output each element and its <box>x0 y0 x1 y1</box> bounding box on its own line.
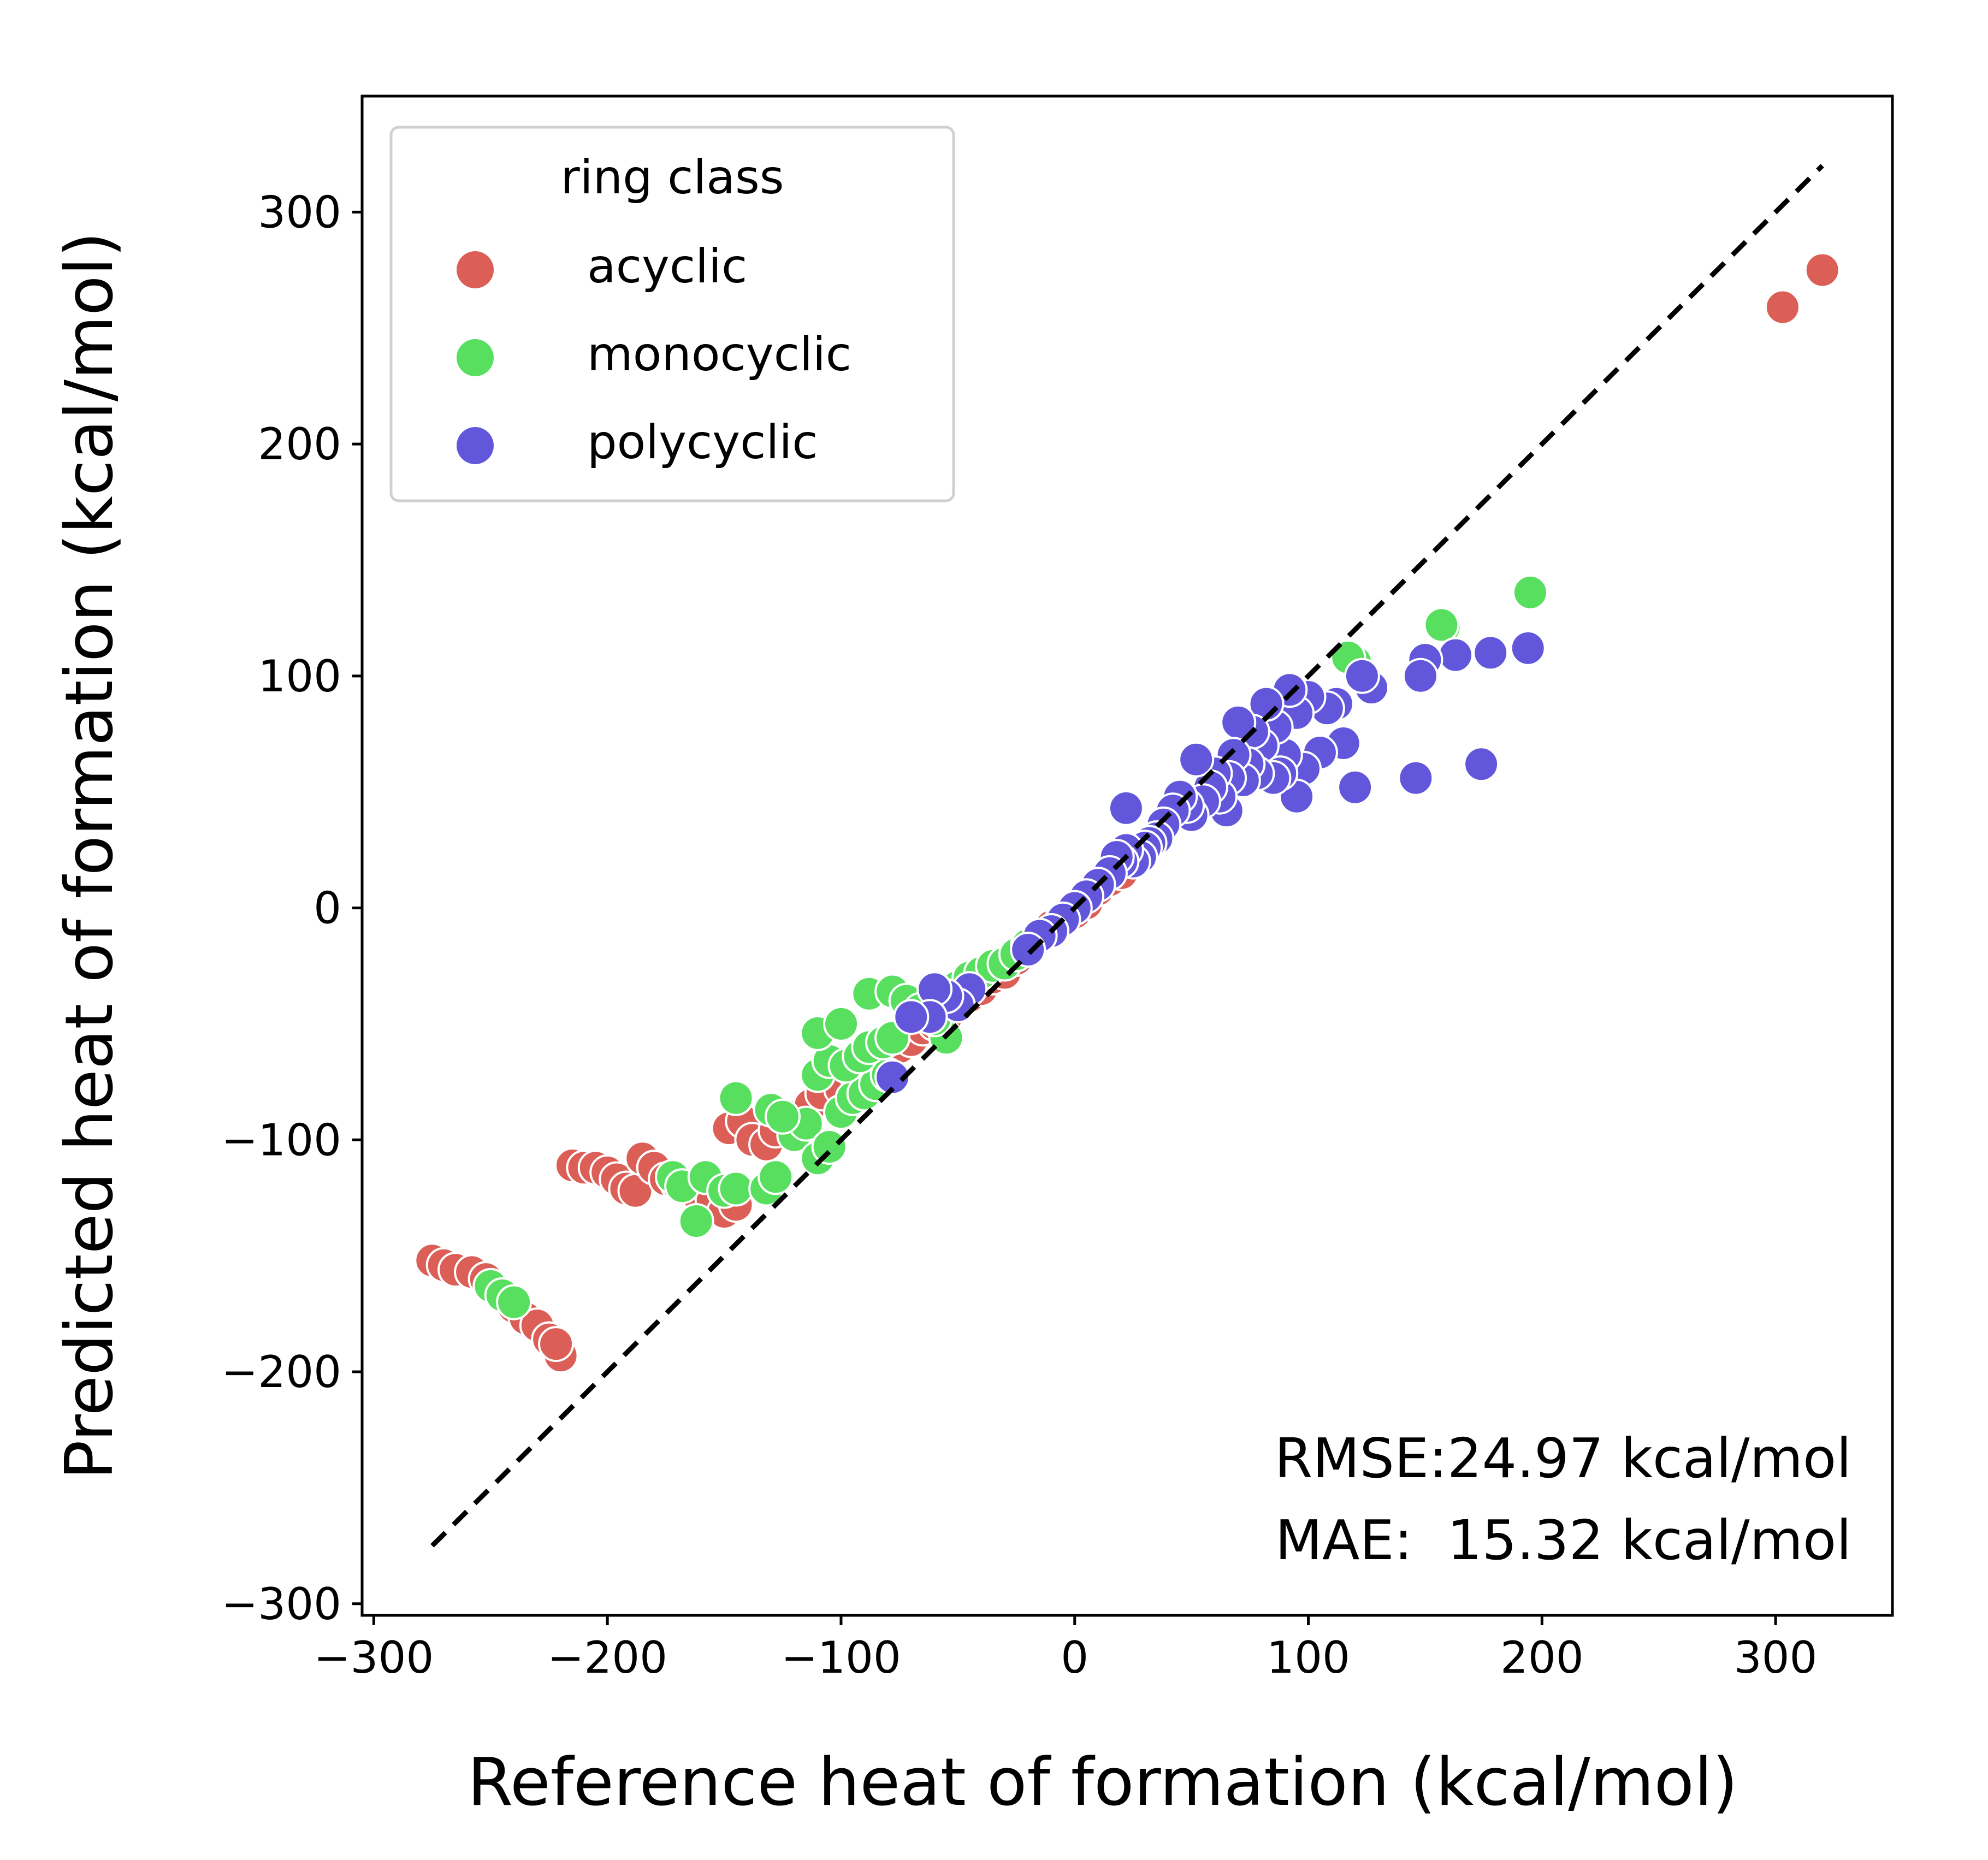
point-monocyclic-20 <box>718 1080 754 1116</box>
point-polycyclic-2 <box>1437 637 1474 673</box>
x-tick-label: −100 <box>781 1632 901 1683</box>
point-polycyclic-66 <box>874 1059 911 1095</box>
y-tick-label: 200 <box>258 419 341 470</box>
point-monocyclic-22 <box>765 1098 801 1135</box>
x-tick-label: −200 <box>547 1632 667 1683</box>
rmse-annotation: RMSE:24.97 kcal/mol <box>1275 1426 1851 1490</box>
point-acyclic-0 <box>1804 252 1841 288</box>
legend-marker-polycyclic <box>457 427 494 464</box>
point-polycyclic-37 <box>1178 741 1215 778</box>
x-ticks: −300 −200 −100 0 100 200 300 <box>314 1615 1818 1683</box>
legend: ring class acyclic monocyclic polycyclic <box>389 126 955 502</box>
reference-line-layer <box>430 164 1824 1548</box>
point-monocyclic-7 <box>496 1284 532 1320</box>
legend-box <box>389 126 955 502</box>
y-tick-label: 0 <box>313 883 341 934</box>
x-tick-label: 300 <box>1734 1632 1818 1683</box>
x-tick-label: 0 <box>1061 1632 1088 1683</box>
point-monocyclic-13 <box>718 1170 754 1207</box>
plot-frame <box>360 94 1894 1617</box>
point-polycyclic-5 <box>1398 760 1434 796</box>
mae-annotation: MAE: 15.32 kcal/mol <box>1275 1508 1851 1572</box>
x-tick-label: 100 <box>1267 1632 1350 1683</box>
legend-title: ring class <box>560 150 784 205</box>
point-monocyclic-19 <box>811 1129 848 1165</box>
x-tick-label: −300 <box>314 1632 434 1683</box>
point-polycyclic-65 <box>893 999 930 1035</box>
point-monocyclic-2 <box>1423 607 1460 643</box>
y-axis-title: Predicted heat of formation (kcal/mol) <box>52 232 128 1479</box>
point-polycyclic-9 <box>1337 769 1374 805</box>
y-ticks: −300 −200 −100 0 100 200 300 <box>221 187 362 1630</box>
point-acyclic-13 <box>538 1326 575 1363</box>
y-tick-label: −200 <box>221 1347 341 1397</box>
point-polycyclic-49 <box>1108 790 1144 826</box>
point-monocyclic-37 <box>823 1005 859 1042</box>
y-tick-label: −100 <box>221 1115 341 1165</box>
x-tick-label: 200 <box>1500 1632 1584 1683</box>
y-tick-label: 100 <box>258 651 341 702</box>
point-monocyclic-0 <box>1512 574 1548 611</box>
point-acyclic-1 <box>1764 289 1801 325</box>
legend-label-acyclic: acyclic <box>587 239 747 294</box>
point-polycyclic-8 <box>1344 657 1380 694</box>
point-polycyclic-0 <box>1510 630 1546 666</box>
point-polycyclic-6 <box>1463 746 1500 783</box>
point-polycyclic-4 <box>1402 657 1439 694</box>
legend-label-polycyclic: polycyclic <box>587 415 818 470</box>
legend-marker-monocyclic <box>457 339 494 376</box>
point-monocyclic-10 <box>678 1203 714 1239</box>
reference-line <box>430 164 1824 1548</box>
y-tick-label: 300 <box>258 187 341 238</box>
legend-label-monocyclic: monocyclic <box>587 327 851 382</box>
legend-marker-acyclic <box>457 251 494 288</box>
point-polycyclic-1 <box>1472 635 1509 671</box>
x-axis-title: Reference heat of formation (kcal/mol) <box>468 1745 1738 1821</box>
y-tick-label: −300 <box>221 1579 341 1630</box>
point-monocyclic-15 <box>758 1159 794 1195</box>
point-polycyclic-59 <box>1010 932 1046 968</box>
